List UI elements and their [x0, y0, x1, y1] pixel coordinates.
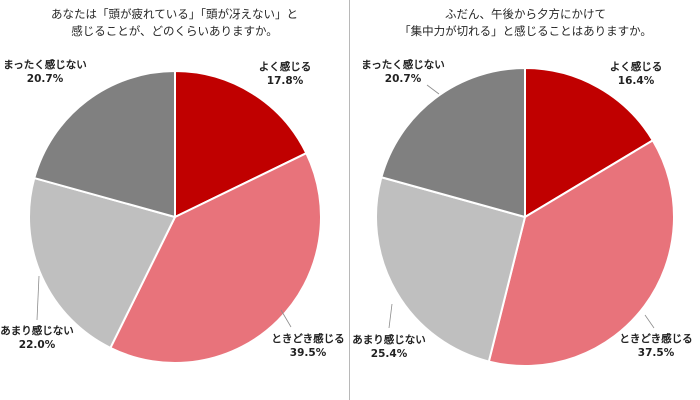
leader-line [426, 84, 440, 95]
slice-category-label: よく感じる [610, 60, 663, 73]
slice-value-label: 25.4% [371, 348, 408, 360]
right-chart-panel: ふだん、午後から夕方にかけて 「集中力が切れる」と感じることはありますか。 よく… [351, 0, 700, 400]
pie-slice [524, 67, 654, 218]
leader-line [36, 275, 40, 321]
slice-category-label: あまり感じない [352, 333, 426, 346]
leader-line [280, 309, 292, 328]
slice-value-label: 37.5% [638, 347, 675, 359]
slice-category-label: ときどき感じる [271, 332, 344, 345]
pie-slice [33, 70, 176, 218]
chart-title-line-1: ふだん、午後から夕方にかけて [445, 7, 606, 21]
slice-value-label: 20.7% [27, 73, 64, 85]
pie-slice [375, 176, 526, 363]
chart-title-line-1: あなたは「頭が疲れている」「頭が冴えない」と [51, 7, 298, 21]
chart-title-line-2: 「集中力が切れる」と感じることはありますか。 [399, 24, 652, 38]
slice-category-label: あまり感じない [0, 324, 74, 337]
slice-category-label: よく感じる [259, 60, 312, 73]
pie-slice [380, 67, 526, 218]
pie-slice [487, 139, 675, 367]
chart-title: あなたは「頭が疲れている」「頭が冴えない」と 感じることが、どのくらいありますか… [0, 6, 349, 40]
slice-category-label: まったく感じない [3, 58, 87, 71]
slice-value-label: 22.0% [19, 339, 56, 351]
slice-category-label: ときどき感じる [619, 332, 692, 345]
chart-title-line-2: 感じることが、どのくらいありますか。 [71, 24, 278, 38]
slice-value-label: 17.8% [267, 75, 304, 87]
slice-value-label: 20.7% [385, 73, 422, 85]
slice-category-label: まったく感じない [361, 58, 445, 71]
pie-chart: よく感じる 16.4% ときどき感じる 37.5% あまり感じない 25.4% まったく感じ… [352, 58, 693, 367]
pie-slice [174, 70, 308, 218]
chart-title: ふだん、午後から夕方にかけて 「集中力が切れる」と感じることはありますか。 [351, 6, 700, 40]
pie-slice [28, 177, 176, 349]
left-chart-panel: あなたは「頭が疲れている」「頭が冴えない」と 感じることが、どのくらいありますか… [0, 0, 349, 400]
leader-line [644, 314, 655, 329]
slice-value-label: 39.5% [290, 347, 327, 359]
pie-slice [109, 152, 322, 364]
leader-line [388, 303, 393, 329]
pie-chart: よく感じる 17.8% ときどき感じる 39.5% あまり感じない 22.0% まったく感じ… [0, 58, 345, 364]
panel-divider [349, 0, 350, 400]
slice-value-label: 16.4% [618, 75, 655, 87]
